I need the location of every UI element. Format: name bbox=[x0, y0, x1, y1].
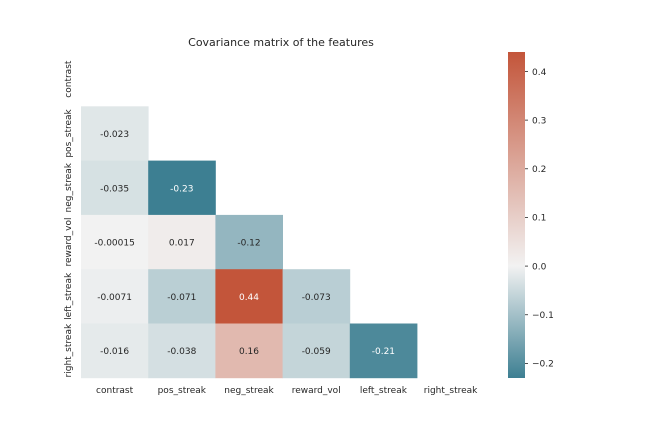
cell-value-label: -0.0071 bbox=[97, 293, 132, 303]
y-tick-label: right_streak bbox=[64, 323, 74, 377]
colorbar: −0.2 −0.1 0.0 0.1 0.2 0.3 0.4 bbox=[508, 52, 554, 378]
colorbar-tick-label: 0.1 bbox=[532, 214, 546, 224]
colorbar-tick-label: −0.1 bbox=[532, 311, 554, 321]
y-tick-label: neg_streak bbox=[64, 162, 74, 212]
heatmap-cell bbox=[282, 269, 351, 324]
cell-value-label: 0.017 bbox=[169, 239, 195, 249]
cell-value-label: -0.016 bbox=[100, 347, 129, 357]
cell-value-label: -0.071 bbox=[167, 293, 196, 303]
cell-value-label: -0.023 bbox=[100, 130, 129, 140]
y-tick-label: left_streak bbox=[64, 272, 74, 320]
cell-value-label: -0.00015 bbox=[94, 239, 134, 249]
cell-value-label: -0.038 bbox=[167, 347, 196, 357]
chart-title: Covariance matrix of the features bbox=[188, 36, 374, 49]
colorbar-tick-label: −0.2 bbox=[532, 360, 554, 370]
x-tick-label: contrast bbox=[96, 386, 134, 396]
x-tick-label: reward_vol bbox=[292, 386, 341, 396]
y-tick-label: reward_vol bbox=[64, 218, 74, 267]
heatmap-cell bbox=[215, 323, 283, 379]
cell-value-label: -0.21 bbox=[372, 347, 395, 357]
cell-value-label: 0.16 bbox=[239, 347, 259, 357]
x-tick-label: neg_streak bbox=[224, 386, 274, 396]
colorbar-tick-label: 0.4 bbox=[532, 68, 547, 78]
x-tick-labels: contrast pos_streak neg_streak reward_vol le… bbox=[96, 386, 478, 396]
heatmap-cell bbox=[81, 160, 149, 216]
colorbar-tick-label: 0.2 bbox=[532, 165, 546, 175]
colorbar-gradient bbox=[508, 52, 525, 378]
heatmap-cell bbox=[81, 323, 149, 379]
cell-value-label: -0.12 bbox=[237, 239, 260, 249]
heatmap-cell bbox=[81, 214, 149, 270]
y-tick-labels: contrast pos_streak neg_streak reward_volle… bbox=[64, 60, 74, 377]
cell-value-label: -0.073 bbox=[302, 293, 331, 303]
heatmap-cell bbox=[148, 214, 216, 270]
cell-value-label: -0.23 bbox=[170, 184, 193, 194]
y-tick-label: contrast bbox=[64, 60, 74, 98]
heatmap-cell bbox=[349, 323, 418, 379]
y-tick-label: pos_streak bbox=[64, 108, 74, 157]
heatmap-cell bbox=[215, 214, 283, 270]
cell-value-label: -0.035 bbox=[100, 184, 129, 194]
cell-value-label: 0.44 bbox=[239, 293, 259, 303]
heatmap-cell bbox=[215, 269, 283, 324]
x-tick-label: left_streak bbox=[360, 386, 408, 396]
heatmap-cell bbox=[148, 160, 216, 216]
heatmap-cell bbox=[148, 269, 216, 324]
heatmap-cell bbox=[81, 269, 149, 324]
colorbar-tick-label: 0.0 bbox=[532, 262, 547, 272]
heatmap-cell bbox=[282, 323, 351, 379]
x-tick-label: right_streak bbox=[424, 386, 478, 396]
x-tick-label: pos_streak bbox=[158, 386, 207, 396]
heatmap-cell bbox=[81, 106, 149, 161]
heatmap-cells: -0.023 -0.035 -0.23 -0.00015 0.017 -0.12 -0.00… bbox=[81, 106, 418, 379]
cell-value-label: -0.059 bbox=[302, 347, 331, 357]
heatmap-cell bbox=[148, 323, 216, 379]
colorbar-tick-label: 0.3 bbox=[532, 116, 546, 126]
